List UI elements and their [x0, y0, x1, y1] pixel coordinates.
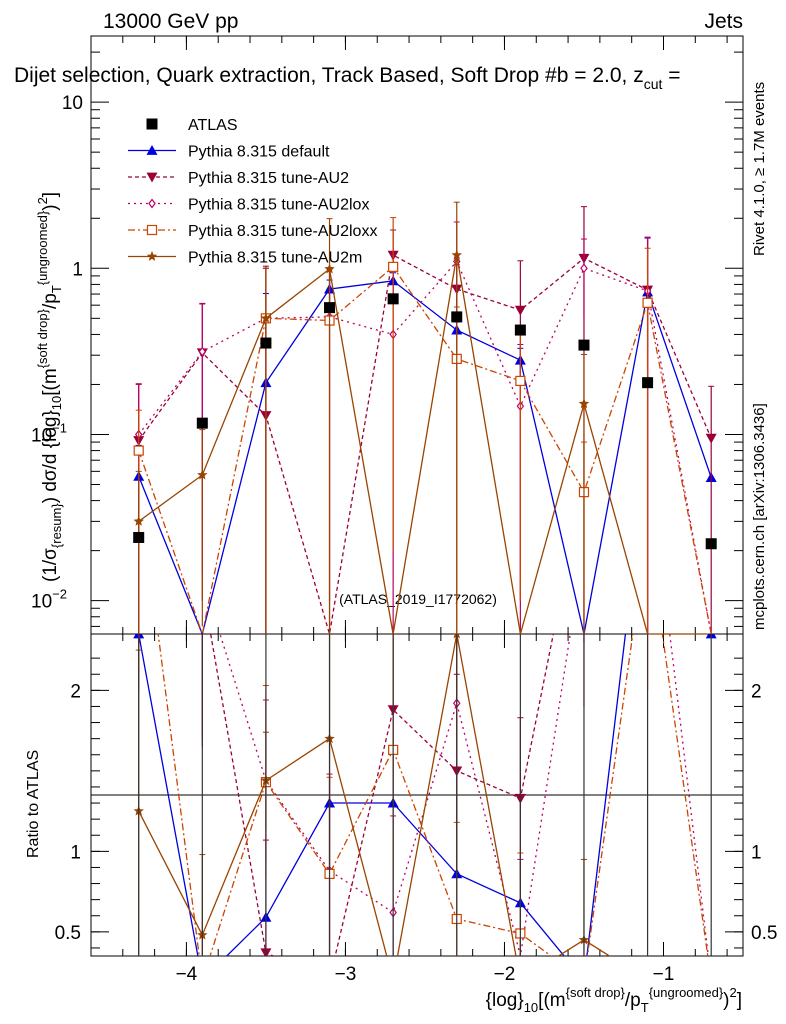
ratio-y-axis-title: Ratio to ATLAS — [25, 750, 42, 858]
mcplots-label: mcplots.cern.ch [arXiv:1306.3436] — [751, 403, 768, 630]
series-marker — [198, 346, 207, 357]
atlas-data-point — [642, 377, 654, 389]
series-marker — [642, 297, 653, 308]
selection-title-main: Dijet selection, Quark extraction, Track… — [14, 64, 644, 87]
ratio-series-line — [138, 634, 712, 956]
series-marker — [514, 305, 526, 316]
ratio-series-1 — [133, 634, 717, 956]
atlas-data — [133, 293, 717, 550]
series-marker — [580, 263, 588, 274]
atlas-data-point — [451, 311, 463, 323]
legend-entry: Pythia 8.315 tune-AU2loxx — [128, 223, 377, 240]
x-tick-label: −2 — [494, 964, 516, 985]
selection-title: Dijet selection, Quark extraction, Track… — [14, 64, 681, 92]
y-tick-label: 10−2 — [31, 587, 67, 613]
legend-marker — [146, 251, 158, 261]
ratio-tick-label-right: 0.5 — [751, 923, 777, 944]
ratio-series-layer — [133, 634, 717, 956]
legend-entry: ATLAS — [146, 117, 238, 134]
x-tick-label: −1 — [653, 964, 675, 985]
legend-marker — [146, 224, 158, 236]
series-marker — [578, 398, 590, 409]
ratio-series-line — [219, 634, 709, 956]
series-line — [138, 254, 712, 635]
series-5 — [133, 201, 712, 635]
x-axis-title: {log}10[(m{soft drop}/pT{ungroomed})2] — [486, 985, 742, 1015]
legend-entry: Pythia 8.315 default — [128, 144, 330, 161]
atlas-data-point — [260, 337, 272, 349]
x-tick-label: −3 — [335, 964, 357, 985]
series-marker — [133, 445, 144, 456]
series-marker — [324, 263, 335, 274]
series-marker — [133, 515, 144, 526]
ratio-series-line — [138, 634, 611, 956]
main-series-layer — [133, 201, 717, 637]
atlas-data-point — [387, 293, 399, 305]
ratio-series-line — [157, 634, 709, 956]
series-marker — [260, 312, 272, 323]
y-tick-base: 10 — [31, 592, 52, 613]
series-marker — [197, 469, 208, 480]
atlas-data-point — [196, 417, 208, 429]
ratio-tick-label-left: 0.5 — [55, 923, 81, 944]
energy-label: 13000 GeV pp — [103, 10, 238, 33]
legend-entry: Pythia 8.315 tune-AU2m — [128, 250, 362, 267]
rivet-version-label: Rivet 4.1.0, ≥ 1.7M events — [751, 82, 768, 256]
selection-title-sub: cut — [644, 76, 663, 92]
y-tick-base: 10 — [31, 425, 52, 446]
ratio-series-line — [210, 634, 554, 956]
legend-entry: Pythia 8.315 tune-AU2lox — [128, 197, 369, 214]
series-marker — [515, 375, 526, 387]
legend-marker — [148, 198, 156, 209]
legend-label: ATLAS — [188, 117, 238, 134]
y-tick-label: 10 — [62, 93, 83, 114]
series-line — [138, 260, 712, 635]
legend-marker — [146, 145, 158, 155]
legend-marker — [146, 172, 158, 183]
atlas-data-point — [324, 302, 336, 314]
legend-label: Pythia 8.315 tune-AU2loxx — [188, 223, 377, 240]
analysis-watermark: (ATLAS_2019_I1772062) — [339, 591, 497, 607]
series-line — [138, 254, 712, 635]
legend-label: Pythia 8.315 tune-AU2 — [188, 170, 349, 187]
series-2 — [133, 206, 717, 635]
ratio-plot-area — [133, 634, 717, 956]
series-line — [138, 280, 712, 637]
series-marker — [388, 261, 399, 272]
legend-marker — [146, 118, 158, 130]
ratio-tick-label-left: 1 — [70, 842, 81, 863]
atlas-data-point — [578, 339, 590, 351]
series-marker — [451, 249, 462, 260]
legend-label: Pythia 8.315 tune-AU2m — [188, 250, 362, 267]
ratio-tick-label-right: 2 — [751, 681, 762, 702]
y-tick-exponent: −1 — [52, 420, 67, 435]
selection-title-tail: = — [662, 64, 680, 87]
ratio-tick-label-left: 2 — [70, 681, 81, 702]
legend-entry: Pythia 8.315 tune-AU2 — [128, 170, 349, 187]
x-tick-label: −4 — [176, 964, 198, 985]
legend: ATLAS Pythia 8.315 default Pythia 8.315 tu… — [128, 117, 377, 267]
atlas-data-point — [514, 324, 526, 336]
legend-label: Pythia 8.315 tune-AU2lox — [188, 197, 369, 214]
atlas-data-point — [705, 538, 717, 550]
atlas-data-point — [133, 531, 145, 543]
main-y-axis-title: (1/σ{resum}) dσ/d {log}10[(m{soft drop}/… — [35, 192, 64, 582]
series-4 — [133, 217, 712, 637]
process-label: Jets — [704, 10, 743, 33]
series-marker — [705, 433, 717, 444]
legend-label: Pythia 8.315 default — [188, 144, 330, 161]
series-line — [138, 265, 712, 637]
y-tick-label: 1 — [72, 259, 83, 280]
ratio-tick-label-right: 1 — [751, 842, 762, 863]
y-tick-label: 10−1 — [31, 420, 67, 446]
y-tick-exponent: −2 — [52, 587, 67, 602]
